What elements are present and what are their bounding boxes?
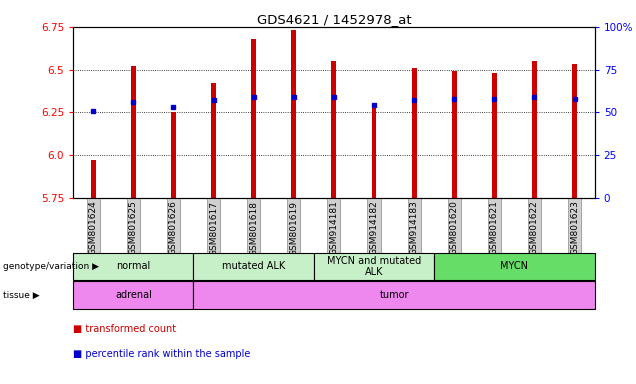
Bar: [492, 73, 497, 198]
Bar: [291, 30, 296, 198]
Bar: [572, 65, 577, 198]
Bar: [434, 253, 595, 280]
Text: mutated ALK: mutated ALK: [222, 262, 286, 271]
Text: ■ percentile rank within the sample: ■ percentile rank within the sample: [73, 349, 251, 359]
Bar: [73, 281, 193, 309]
Text: MYCN and mutated
ALK: MYCN and mutated ALK: [327, 256, 421, 277]
Bar: [331, 61, 336, 198]
Text: tissue ▶: tissue ▶: [3, 291, 40, 300]
Bar: [91, 160, 95, 198]
Bar: [73, 253, 193, 280]
Bar: [171, 112, 176, 198]
Bar: [314, 253, 434, 280]
Bar: [193, 253, 314, 280]
Text: ■ transformed count: ■ transformed count: [73, 324, 176, 334]
Text: normal: normal: [116, 262, 151, 271]
Bar: [211, 83, 216, 198]
Text: genotype/variation ▶: genotype/variation ▶: [3, 262, 99, 271]
Bar: [371, 107, 377, 198]
Text: adrenal: adrenal: [115, 290, 152, 300]
Bar: [131, 66, 135, 198]
Text: MYCN: MYCN: [501, 262, 529, 271]
Bar: [532, 61, 537, 198]
Title: GDS4621 / 1452978_at: GDS4621 / 1452978_at: [256, 13, 411, 26]
Bar: [193, 281, 595, 309]
Bar: [251, 39, 256, 198]
Bar: [452, 71, 457, 198]
Bar: [411, 68, 417, 198]
Text: tumor: tumor: [379, 290, 409, 300]
